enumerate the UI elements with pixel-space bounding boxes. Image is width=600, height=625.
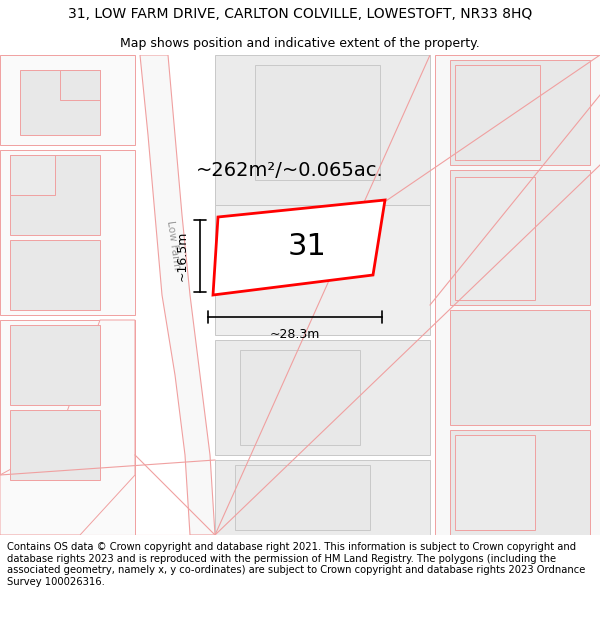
Polygon shape [0,320,135,535]
Text: Low Farm: Low Farm [164,220,181,270]
Polygon shape [10,325,100,405]
Text: ~16.5m: ~16.5m [176,231,188,281]
Polygon shape [215,340,430,455]
Polygon shape [10,410,100,480]
Polygon shape [60,70,100,100]
Polygon shape [450,310,590,425]
Polygon shape [10,240,100,310]
Polygon shape [455,177,535,300]
Polygon shape [215,460,430,535]
Text: 31, LOW FARM DRIVE, CARLTON COLVILLE, LOWESTOFT, NR33 8HQ: 31, LOW FARM DRIVE, CARLTON COLVILLE, LO… [68,7,532,21]
Polygon shape [240,350,360,445]
Polygon shape [215,205,430,335]
Polygon shape [255,65,380,180]
Polygon shape [455,65,540,160]
Text: 31: 31 [288,232,326,261]
Polygon shape [0,150,135,315]
Polygon shape [235,465,370,530]
Polygon shape [450,170,590,305]
Text: ~262m²/~0.065ac.: ~262m²/~0.065ac. [196,161,384,179]
Polygon shape [450,430,590,535]
Text: Contains OS data © Crown copyright and database right 2021. This information is : Contains OS data © Crown copyright and d… [7,542,586,587]
Polygon shape [435,55,600,535]
Text: ~28.3m: ~28.3m [270,329,320,341]
Text: Map shows position and indicative extent of the property.: Map shows position and indicative extent… [120,38,480,51]
Polygon shape [455,435,535,530]
Polygon shape [20,70,100,135]
Polygon shape [140,55,215,535]
Polygon shape [10,155,55,195]
Polygon shape [215,55,430,205]
Polygon shape [450,60,590,165]
Polygon shape [0,55,135,145]
Polygon shape [10,155,100,235]
Polygon shape [213,200,385,295]
Polygon shape [0,320,135,535]
